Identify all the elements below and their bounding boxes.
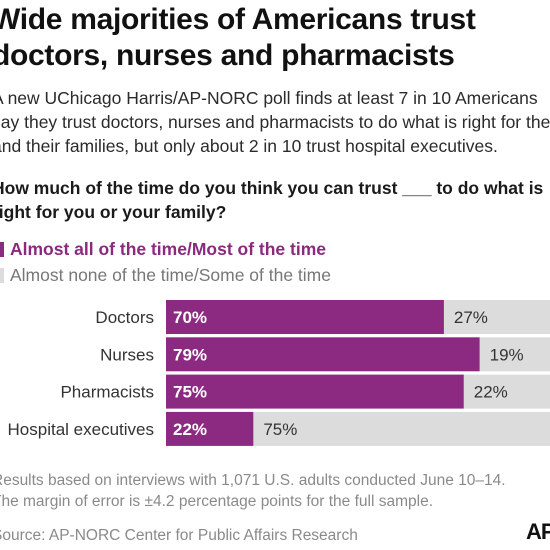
bar-hospital-executives-trust-some <box>253 411 550 446</box>
bar-nurses-trust-most <box>166 337 480 372</box>
title-line-1: Wide majorities of Americans trust <box>0 3 476 36</box>
methodology-note: Results based on interviews with 1,071 U… <box>0 470 506 512</box>
category-label-hospital-executives: Hospital executives <box>8 420 154 439</box>
stacked-bar-chart: Doctors 70% 27% Nurses 79% 19% Pharmacists 75% 2… <box>8 300 550 446</box>
legend-swatch-trust-some <box>0 267 4 283</box>
question-line-1: How much of the time do you think you ca… <box>0 178 544 198</box>
question-line-2: right for you or your family? <box>0 202 227 222</box>
chart-title: Wide majorities of Americans trust docto… <box>0 2 476 74</box>
methodology-line-2: The margin of error is ±4.2 percentage p… <box>0 493 434 510</box>
value-label-doctors-trust-some: 27% <box>454 308 488 327</box>
ap-logo: AP <box>526 519 550 544</box>
chart-legend: Almost all of the time/Most of the time … <box>0 236 331 288</box>
subtitle-line-1: A new UChicago Harris/AP-NORC poll finds… <box>0 88 538 108</box>
subtitle-line-2: say they trust doctors, nurses and pharm… <box>0 112 550 132</box>
legend-item-trust-most: Almost all of the time/Most of the time <box>0 236 331 262</box>
legend-swatch-trust-most <box>0 241 4 257</box>
category-label-pharmacists: Pharmacists <box>60 383 154 402</box>
value-label-pharmacists-trust-most: 75% <box>173 383 207 402</box>
value-label-doctors-trust-most: 70% <box>173 308 207 327</box>
survey-question: How much of the time do you think you ca… <box>0 176 543 224</box>
value-label-nurses-trust-most: 79% <box>173 345 207 364</box>
legend-label-trust-some: Almost none of the time/Some of the time <box>10 264 331 285</box>
value-label-nurses-trust-some: 19% <box>490 345 524 364</box>
methodology-line-1: Results based on interviews with 1,071 U… <box>0 472 506 489</box>
subtitle-line-3: and their families, but only about 2 in … <box>0 136 498 156</box>
value-label-hospital-executives-trust-most: 22% <box>173 420 207 439</box>
category-label-doctors: Doctors <box>95 308 154 327</box>
category-label-nurses: Nurses <box>100 345 154 364</box>
legend-item-trust-some: Almost none of the time/Some of the time <box>0 262 331 288</box>
value-label-pharmacists-trust-some: 22% <box>474 383 508 402</box>
bar-pharmacists-trust-some <box>463 374 550 409</box>
bar-hospital-executives-trust-most <box>166 411 254 446</box>
legend-label-trust-most: Almost all of the time/Most of the time <box>10 238 326 259</box>
title-line-2: doctors, nurses and pharmacists <box>0 39 455 72</box>
bar-doctors-trust-most <box>166 300 444 334</box>
bar-doctors-trust-some <box>443 300 550 334</box>
chart-subtitle: A new UChicago Harris/AP-NORC poll finds… <box>0 86 550 158</box>
value-label-hospital-executives-trust-some: 75% <box>263 420 297 439</box>
source-credit: Source: AP-NORC Center for Public Affair… <box>0 527 358 544</box>
bar-pharmacists-trust-most <box>166 374 464 409</box>
bar-nurses-trust-some <box>479 337 550 372</box>
